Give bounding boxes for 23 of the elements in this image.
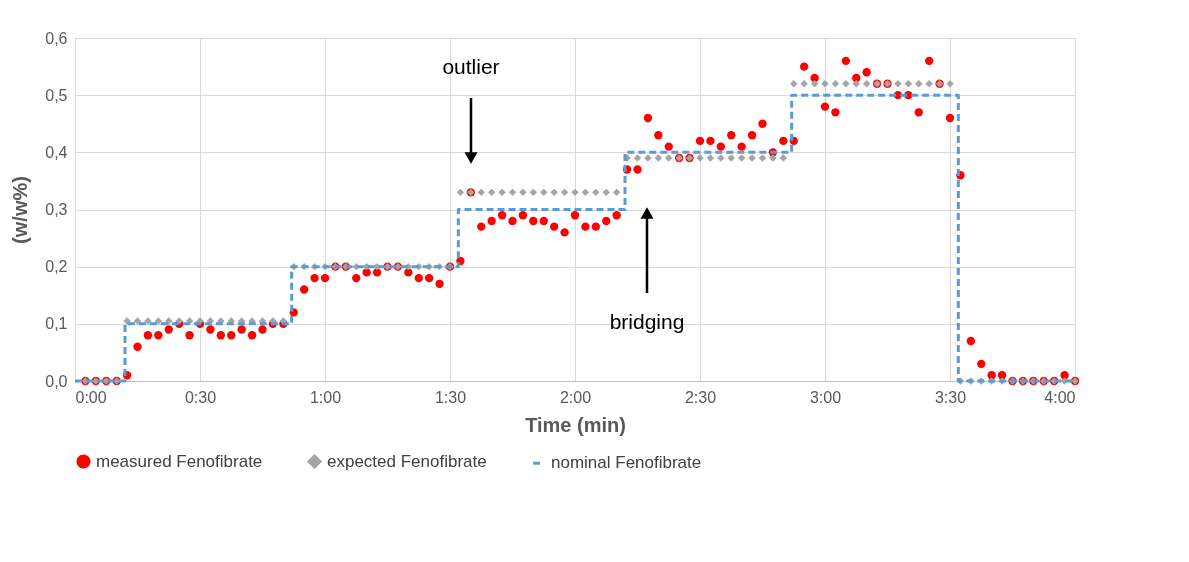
legend-label: expected Fenofibrate: [327, 451, 487, 471]
y-tick-label: 0,6: [45, 29, 68, 47]
y-tick-label: 0,3: [45, 201, 68, 218]
x-tick-label: 0:00: [75, 388, 107, 406]
y-tick-label: 0,5: [45, 86, 68, 104]
annotation: bridging: [609, 310, 685, 333]
legend-label: nominal Fenofibrate: [551, 453, 702, 473]
x-tick-label: 3:00: [809, 388, 842, 406]
annotation: outlier: [442, 55, 500, 78]
legend-label: measured Fenofibrate: [96, 451, 263, 471]
y-tick-label: 0,1: [45, 315, 68, 333]
x-tick-label: 2:30: [684, 388, 717, 406]
x-axis-title: Time (min): [525, 413, 626, 436]
x-tick-label: 1:00: [309, 388, 342, 406]
x-tick-label: 1:30: [434, 388, 467, 406]
y-tick-label: 0,4: [45, 143, 68, 161]
x-tick-label: 3:30: [934, 388, 967, 406]
y-axis-title: (w/w%): [9, 176, 32, 244]
x-tick-label: 2:00: [559, 388, 592, 406]
y-tick-label: 0,2: [45, 258, 68, 276]
x-tick-label: 4:00: [1044, 388, 1076, 406]
x-tick-label: 0:30: [184, 388, 217, 406]
y-tick-label: 0,0: [45, 372, 68, 390]
